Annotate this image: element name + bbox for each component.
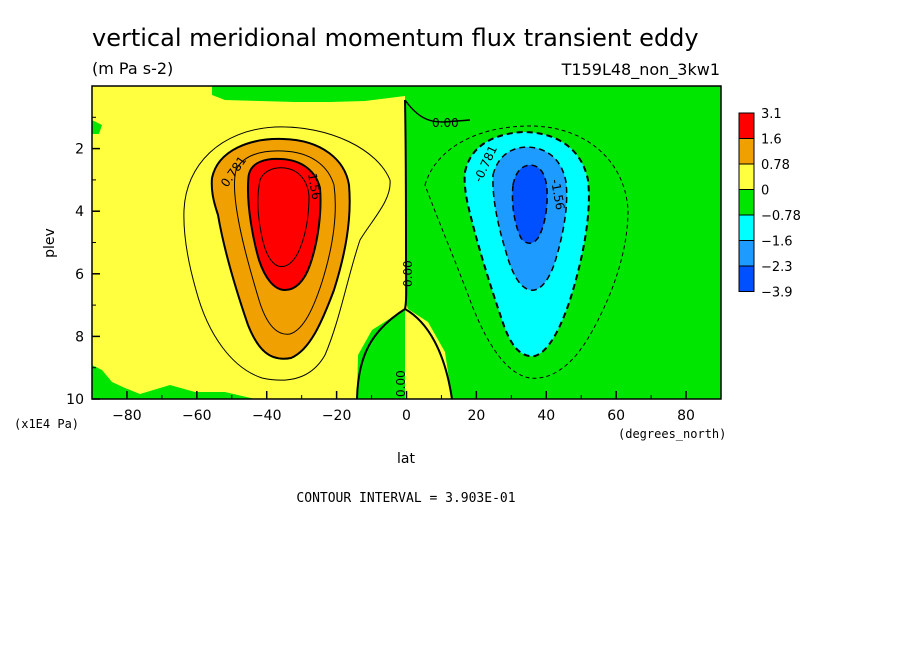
contour-zero-nh: [404, 308, 453, 400]
y-tick-label: 4: [75, 204, 84, 220]
y-tick-label: 2: [75, 142, 84, 158]
plot-area: 0.00 0.781 1.56 0.00 0.00 -0.781 -1.56: [91, 85, 722, 400]
x-tick-label: 80: [677, 408, 695, 424]
contour-sh-inner: [234, 150, 336, 335]
legend-label: 1.6: [761, 133, 782, 148]
legend-swatch: [738, 138, 755, 165]
x-tick-label: −80: [112, 408, 142, 424]
contour-zero-lower: [356, 308, 406, 400]
contour-label-0: 0.00: [432, 116, 459, 130]
legend-label: −3.9: [761, 286, 793, 301]
x-tick-label: 20: [467, 408, 485, 424]
field-core-nh: [511, 164, 548, 244]
x-axis-label: lat: [397, 451, 415, 467]
field-green-sh-edge: [92, 120, 102, 134]
legend-swatch: [738, 265, 755, 292]
contour-sh-core: [257, 167, 310, 267]
field-red-sh: [246, 157, 322, 292]
y-axis: 2 4 6 8 10: [66, 116, 100, 408]
legend-label: 0: [761, 184, 769, 199]
legend-swatch: [738, 240, 755, 267]
legend-label: −0.78: [761, 209, 801, 224]
legend-label: 3.1: [761, 107, 782, 122]
legend-swatch: [738, 112, 755, 139]
field-green-sh-bottom: [92, 365, 255, 399]
x-tick-label: −40: [252, 408, 282, 424]
contour-sh-outer: [183, 126, 391, 381]
legend-label: 0.78: [761, 158, 790, 173]
field-green-top-strip: [212, 86, 405, 102]
legend-label: −1.6: [761, 235, 793, 250]
legend-swatch: [738, 163, 755, 190]
y-unit: (x1E4 Pa): [14, 417, 79, 431]
x-tick-label: −20: [322, 408, 352, 424]
x-axis: −80 −60 −40 −20 0 20 40 60 80: [91, 391, 722, 424]
chart-title: vertical meridional momentum flux transi…: [92, 24, 699, 52]
contour-interval: CONTOUR INTERVAL = 3.903E-01: [296, 491, 515, 506]
x-tick-label: −60: [182, 408, 212, 424]
y-axis-label: plev: [42, 228, 58, 258]
contour-label-4: 0.00: [394, 370, 408, 397]
run-label: T159L48_non_3kw1: [561, 60, 720, 80]
contour-nh-outer: [424, 125, 629, 379]
legend: 3.1 1.6 0.78 0 −0.78 −1.6 −2.3 −3.9: [738, 107, 801, 301]
x-tick-label: 0: [402, 408, 411, 424]
field-green-tropic-low: [357, 309, 405, 399]
legend-swatch: [738, 189, 755, 216]
x-tick-label: 40: [537, 408, 555, 424]
y-tick-label: 8: [75, 329, 84, 345]
contour-zero-main: [404, 99, 408, 310]
x-tick-label: 60: [607, 408, 625, 424]
y-tick-label: 10: [66, 392, 84, 408]
chart-subtitle: (m Pa s-2): [92, 59, 173, 78]
contour-label-2: 1.56: [305, 172, 323, 201]
contour-label-6: -1.56: [548, 178, 567, 211]
y-tick-label: 6: [75, 267, 84, 283]
contour-label-3: 0.00: [401, 260, 415, 287]
legend-swatch: [738, 214, 755, 241]
legend-label: −2.3: [761, 260, 793, 275]
x-unit: (degrees_north): [618, 427, 726, 441]
contour-zero-top: [404, 99, 471, 123]
